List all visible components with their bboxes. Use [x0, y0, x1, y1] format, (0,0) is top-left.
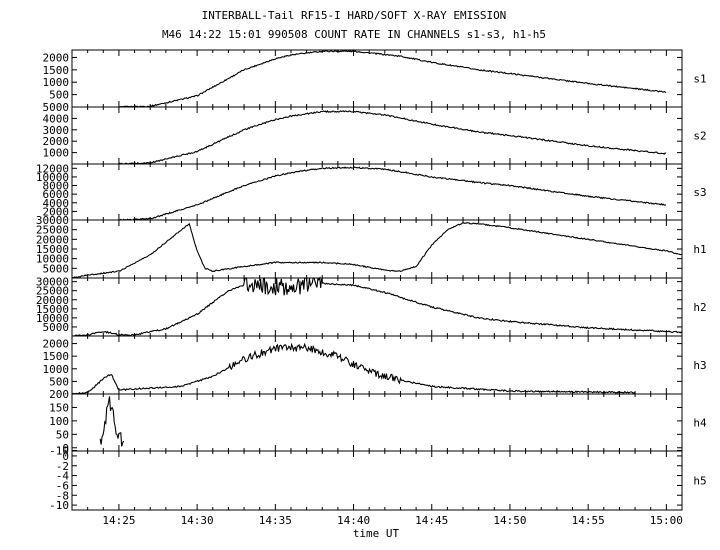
- x-tick-label: 14:40: [337, 514, 370, 527]
- y-tick-label: 20000: [36, 233, 69, 246]
- y-tick-label: 3000: [43, 124, 70, 137]
- y-tick-label: 10000: [36, 312, 69, 325]
- y-tick-label: 1000: [43, 363, 70, 376]
- y-tick-label: 500: [49, 375, 69, 388]
- channel-label-s3: s3: [693, 186, 706, 199]
- y-tick-label: 150: [49, 401, 69, 414]
- channel-label-s2: s2: [693, 130, 706, 143]
- channel-label-h2: h2: [693, 301, 706, 314]
- y-tick-label: 2000: [43, 338, 70, 351]
- x-tick-label: 14:55: [572, 514, 605, 527]
- y-tick-label: -10: [49, 444, 69, 457]
- x-tick-label: 15:00: [650, 514, 683, 527]
- y-tick-label: 1500: [43, 350, 70, 363]
- y-tick-label: 25000: [36, 224, 69, 237]
- y-tick-label: -4: [56, 470, 70, 483]
- series-line-s3: [118, 166, 667, 221]
- y-tick-label: 15000: [36, 303, 69, 316]
- y-tick-label: 25000: [36, 285, 69, 298]
- y-tick-label: 1500: [43, 64, 70, 77]
- panel-frame: [71, 393, 683, 452]
- x-axis-label: time UT: [353, 527, 400, 540]
- y-tick-label: 5000: [43, 101, 70, 114]
- panel-h5: -10-8-6-4-20 h5: [49, 450, 707, 512]
- x-tick-label: 14:35: [259, 514, 292, 527]
- y-tick-label: 2000: [43, 51, 70, 64]
- y-tick-label: 15000: [36, 243, 69, 256]
- series-line-h2: [71, 276, 683, 337]
- channel-label-s1: s1: [693, 73, 706, 86]
- y-tick-label: -8: [56, 489, 69, 502]
- y-tick-label: -6: [56, 479, 69, 492]
- x-axis: 14:25 14:30 14:35 14:40 14:45 14:50 14:55 15:00: [102, 514, 683, 527]
- y-tick-label: 5000: [43, 321, 70, 334]
- x-tick-label: 14:45: [415, 514, 448, 527]
- y-tick-label: 500: [49, 89, 69, 102]
- chart-title: INTERBALL-Tail RF15-I HARD/SOFT X-RAY EM…: [202, 9, 507, 22]
- y-tick-label: 2000: [43, 135, 70, 148]
- channel-label-h4: h4: [693, 417, 707, 430]
- panel-frame: [71, 450, 683, 511]
- channel-label-h3: h3: [693, 359, 706, 372]
- y-tick-label: -2: [56, 460, 69, 473]
- y-tick-label: 4000: [43, 112, 70, 125]
- x-tick-label: 14:50: [493, 514, 526, 527]
- series-line-h4: [99, 396, 125, 447]
- panel-frame: [71, 163, 683, 221]
- y-tick-label: 100: [49, 415, 69, 428]
- y-tick-label: 5000: [43, 262, 70, 275]
- x-tick-label: 14:30: [181, 514, 214, 527]
- y-tick-label: 12000: [36, 162, 69, 175]
- y-tick-label: 200: [49, 388, 69, 401]
- panel-frame: [71, 106, 683, 165]
- panel-frame: [71, 49, 683, 108]
- channel-label-h1: h1: [693, 243, 706, 256]
- x-tick-label: 14:25: [102, 514, 135, 527]
- y-tick-label: 10000: [36, 253, 69, 266]
- y-tick-label: 8000: [43, 180, 70, 193]
- series-line-s2: [118, 109, 667, 165]
- series-line-h1: [71, 221, 682, 279]
- y-tick-label: 6000: [43, 188, 70, 201]
- series-line-s1: [118, 49, 667, 108]
- panel-frame: [71, 219, 683, 279]
- panels-group: 200015001000500s150004000300020001000s21…: [36, 49, 707, 512]
- y-tick-label: 2000: [43, 205, 70, 218]
- chart-subtitle: M46 14:22 15:01 990508 COUNT RATE IN CHA…: [162, 28, 546, 41]
- y-tick-label: 0: [62, 442, 69, 455]
- y-tick-label: 30000: [36, 276, 69, 289]
- y-tick-label: 1000: [43, 76, 70, 89]
- y-tick-label: 30000: [36, 214, 69, 227]
- y-tick-label: -10: [49, 499, 69, 512]
- channel-label-h5: h5: [693, 475, 706, 488]
- y-tick-label: 1000: [43, 147, 70, 160]
- panel-frame: [71, 335, 683, 395]
- y-tick-label: 4000: [43, 197, 70, 210]
- y-tick-label: 10000: [36, 171, 69, 184]
- y-tick-label: 50: [56, 428, 69, 441]
- y-tick-label: 20000: [36, 294, 69, 307]
- y-tick-label: 0: [62, 450, 69, 463]
- series-line-h3: [71, 342, 636, 395]
